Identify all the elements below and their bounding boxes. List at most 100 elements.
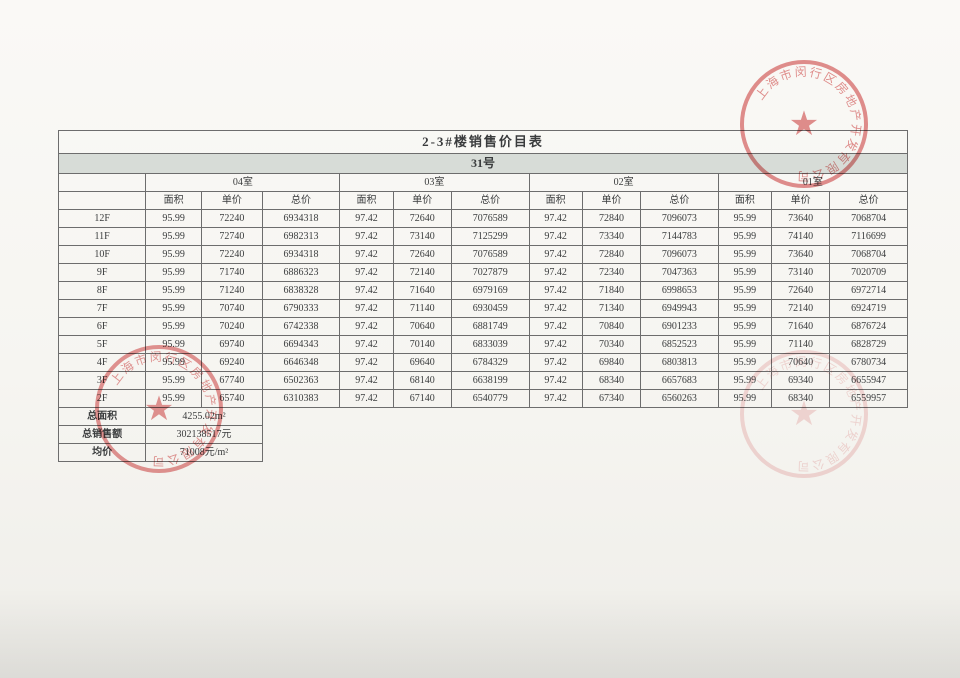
cell: 6949943: [641, 300, 719, 318]
cell: 68340: [772, 390, 830, 408]
cell: 6901233: [641, 318, 719, 336]
cell: 95.99: [718, 336, 771, 354]
cell: 95.99: [146, 390, 202, 408]
cell: 73340: [582, 228, 640, 246]
table-row: 6F95.9970240674233897.4270640688174997.4…: [59, 318, 908, 336]
cell: 71140: [772, 336, 830, 354]
total-area-value: 4255.02m²: [146, 408, 262, 426]
cell: 69840: [582, 354, 640, 372]
cell: 72840: [582, 246, 640, 264]
summary-avg-row: 均价 71008元/m²: [59, 444, 908, 462]
cell: 95.99: [146, 228, 202, 246]
cell: 97.42: [340, 336, 393, 354]
total-sales-value: 302138517元: [146, 426, 262, 444]
cell: 6852523: [641, 336, 719, 354]
cell: 97.42: [529, 264, 582, 282]
cell: 97.42: [529, 228, 582, 246]
table-row: 5F95.9969740669434397.4270140683303997.4…: [59, 336, 908, 354]
cell: 68140: [393, 372, 451, 390]
cell: 6694343: [262, 336, 340, 354]
cell: 70340: [582, 336, 640, 354]
cell: 95.99: [146, 210, 202, 228]
summary-total-row: 总销售额 302138517元: [59, 426, 908, 444]
cell: 72740: [201, 228, 262, 246]
cell: 67340: [582, 390, 640, 408]
cell: 97.42: [340, 354, 393, 372]
h-price: 单价: [582, 192, 640, 210]
cell: 6998653: [641, 282, 719, 300]
floor-label: 10F: [59, 246, 146, 264]
h-price: 单价: [201, 192, 262, 210]
cell: 97.42: [340, 318, 393, 336]
table-row: 10F95.9972240693431897.4272640707658997.…: [59, 246, 908, 264]
cell: 95.99: [718, 372, 771, 390]
cell: 6833039: [451, 336, 529, 354]
table-row: 2F95.9965740631038397.4267140654077997.4…: [59, 390, 908, 408]
cell: 97.42: [529, 282, 582, 300]
cell: 95.99: [146, 246, 202, 264]
floor-label: 12F: [59, 210, 146, 228]
table-row: 12F95.9972240693431897.4272640707658997.…: [59, 210, 908, 228]
cell: 95.99: [146, 336, 202, 354]
price-table: 2-3#楼销售价目表 31号 04室 03室 02室 01室 面积 单价 总价 …: [58, 130, 908, 462]
cell: 67740: [201, 372, 262, 390]
cell: 95.99: [718, 318, 771, 336]
cell: 6934318: [262, 210, 340, 228]
cell: 73140: [772, 264, 830, 282]
cell: 6646348: [262, 354, 340, 372]
cell: 70140: [393, 336, 451, 354]
cell: 70740: [201, 300, 262, 318]
cell: 69240: [201, 354, 262, 372]
building-row: 31号: [59, 154, 908, 174]
cell: 72240: [201, 246, 262, 264]
cell: 95.99: [146, 318, 202, 336]
cell: 6924719: [830, 300, 908, 318]
title-row: 2-3#楼销售价目表: [59, 131, 908, 154]
cell: 95.99: [146, 264, 202, 282]
cell: 73640: [772, 246, 830, 264]
cell: 72840: [582, 210, 640, 228]
table-row: 3F95.9967740650236397.4268140663819997.4…: [59, 372, 908, 390]
cell: 6310383: [262, 390, 340, 408]
floor-label: 8F: [59, 282, 146, 300]
cell: 69640: [393, 354, 451, 372]
cell: 95.99: [718, 300, 771, 318]
cell: 97.42: [529, 354, 582, 372]
cell: 97.42: [340, 246, 393, 264]
cell: 95.99: [718, 264, 771, 282]
cell: 7076589: [451, 246, 529, 264]
blank: [59, 192, 146, 210]
cell: 72640: [772, 282, 830, 300]
cell: 72340: [582, 264, 640, 282]
cell: 7096073: [641, 246, 719, 264]
avg-price-label: 均价: [59, 444, 146, 462]
cell: 95.99: [146, 282, 202, 300]
cell: 95.99: [146, 372, 202, 390]
floor-label: 7F: [59, 300, 146, 318]
cell: 97.42: [529, 246, 582, 264]
h-total: 总价: [262, 192, 340, 210]
cell: 6655947: [830, 372, 908, 390]
table-row: 7F95.9970740679033397.4271140693045997.4…: [59, 300, 908, 318]
cell: 71740: [201, 264, 262, 282]
cell: 6638199: [451, 372, 529, 390]
cell: 6934318: [262, 246, 340, 264]
floor-label: 4F: [59, 354, 146, 372]
cell: 7144783: [641, 228, 719, 246]
cell: 6828729: [830, 336, 908, 354]
floor-label: 3F: [59, 372, 146, 390]
cell: 97.42: [529, 210, 582, 228]
cell: 7068704: [830, 210, 908, 228]
cell: 6657683: [641, 372, 719, 390]
cell: 72140: [772, 300, 830, 318]
h-area: 面积: [340, 192, 393, 210]
cell: 69740: [201, 336, 262, 354]
cell: 6838328: [262, 282, 340, 300]
cell: 71640: [393, 282, 451, 300]
cell: 6790333: [262, 300, 340, 318]
cell: 97.42: [529, 318, 582, 336]
cell: 95.99: [718, 246, 771, 264]
cell: 6979169: [451, 282, 529, 300]
cell: 72240: [201, 210, 262, 228]
cell: 71140: [393, 300, 451, 318]
